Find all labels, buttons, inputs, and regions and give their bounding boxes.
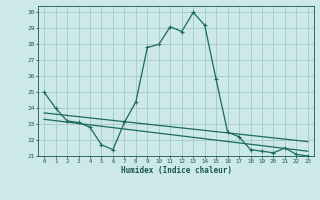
X-axis label: Humidex (Indice chaleur): Humidex (Indice chaleur)	[121, 166, 231, 175]
